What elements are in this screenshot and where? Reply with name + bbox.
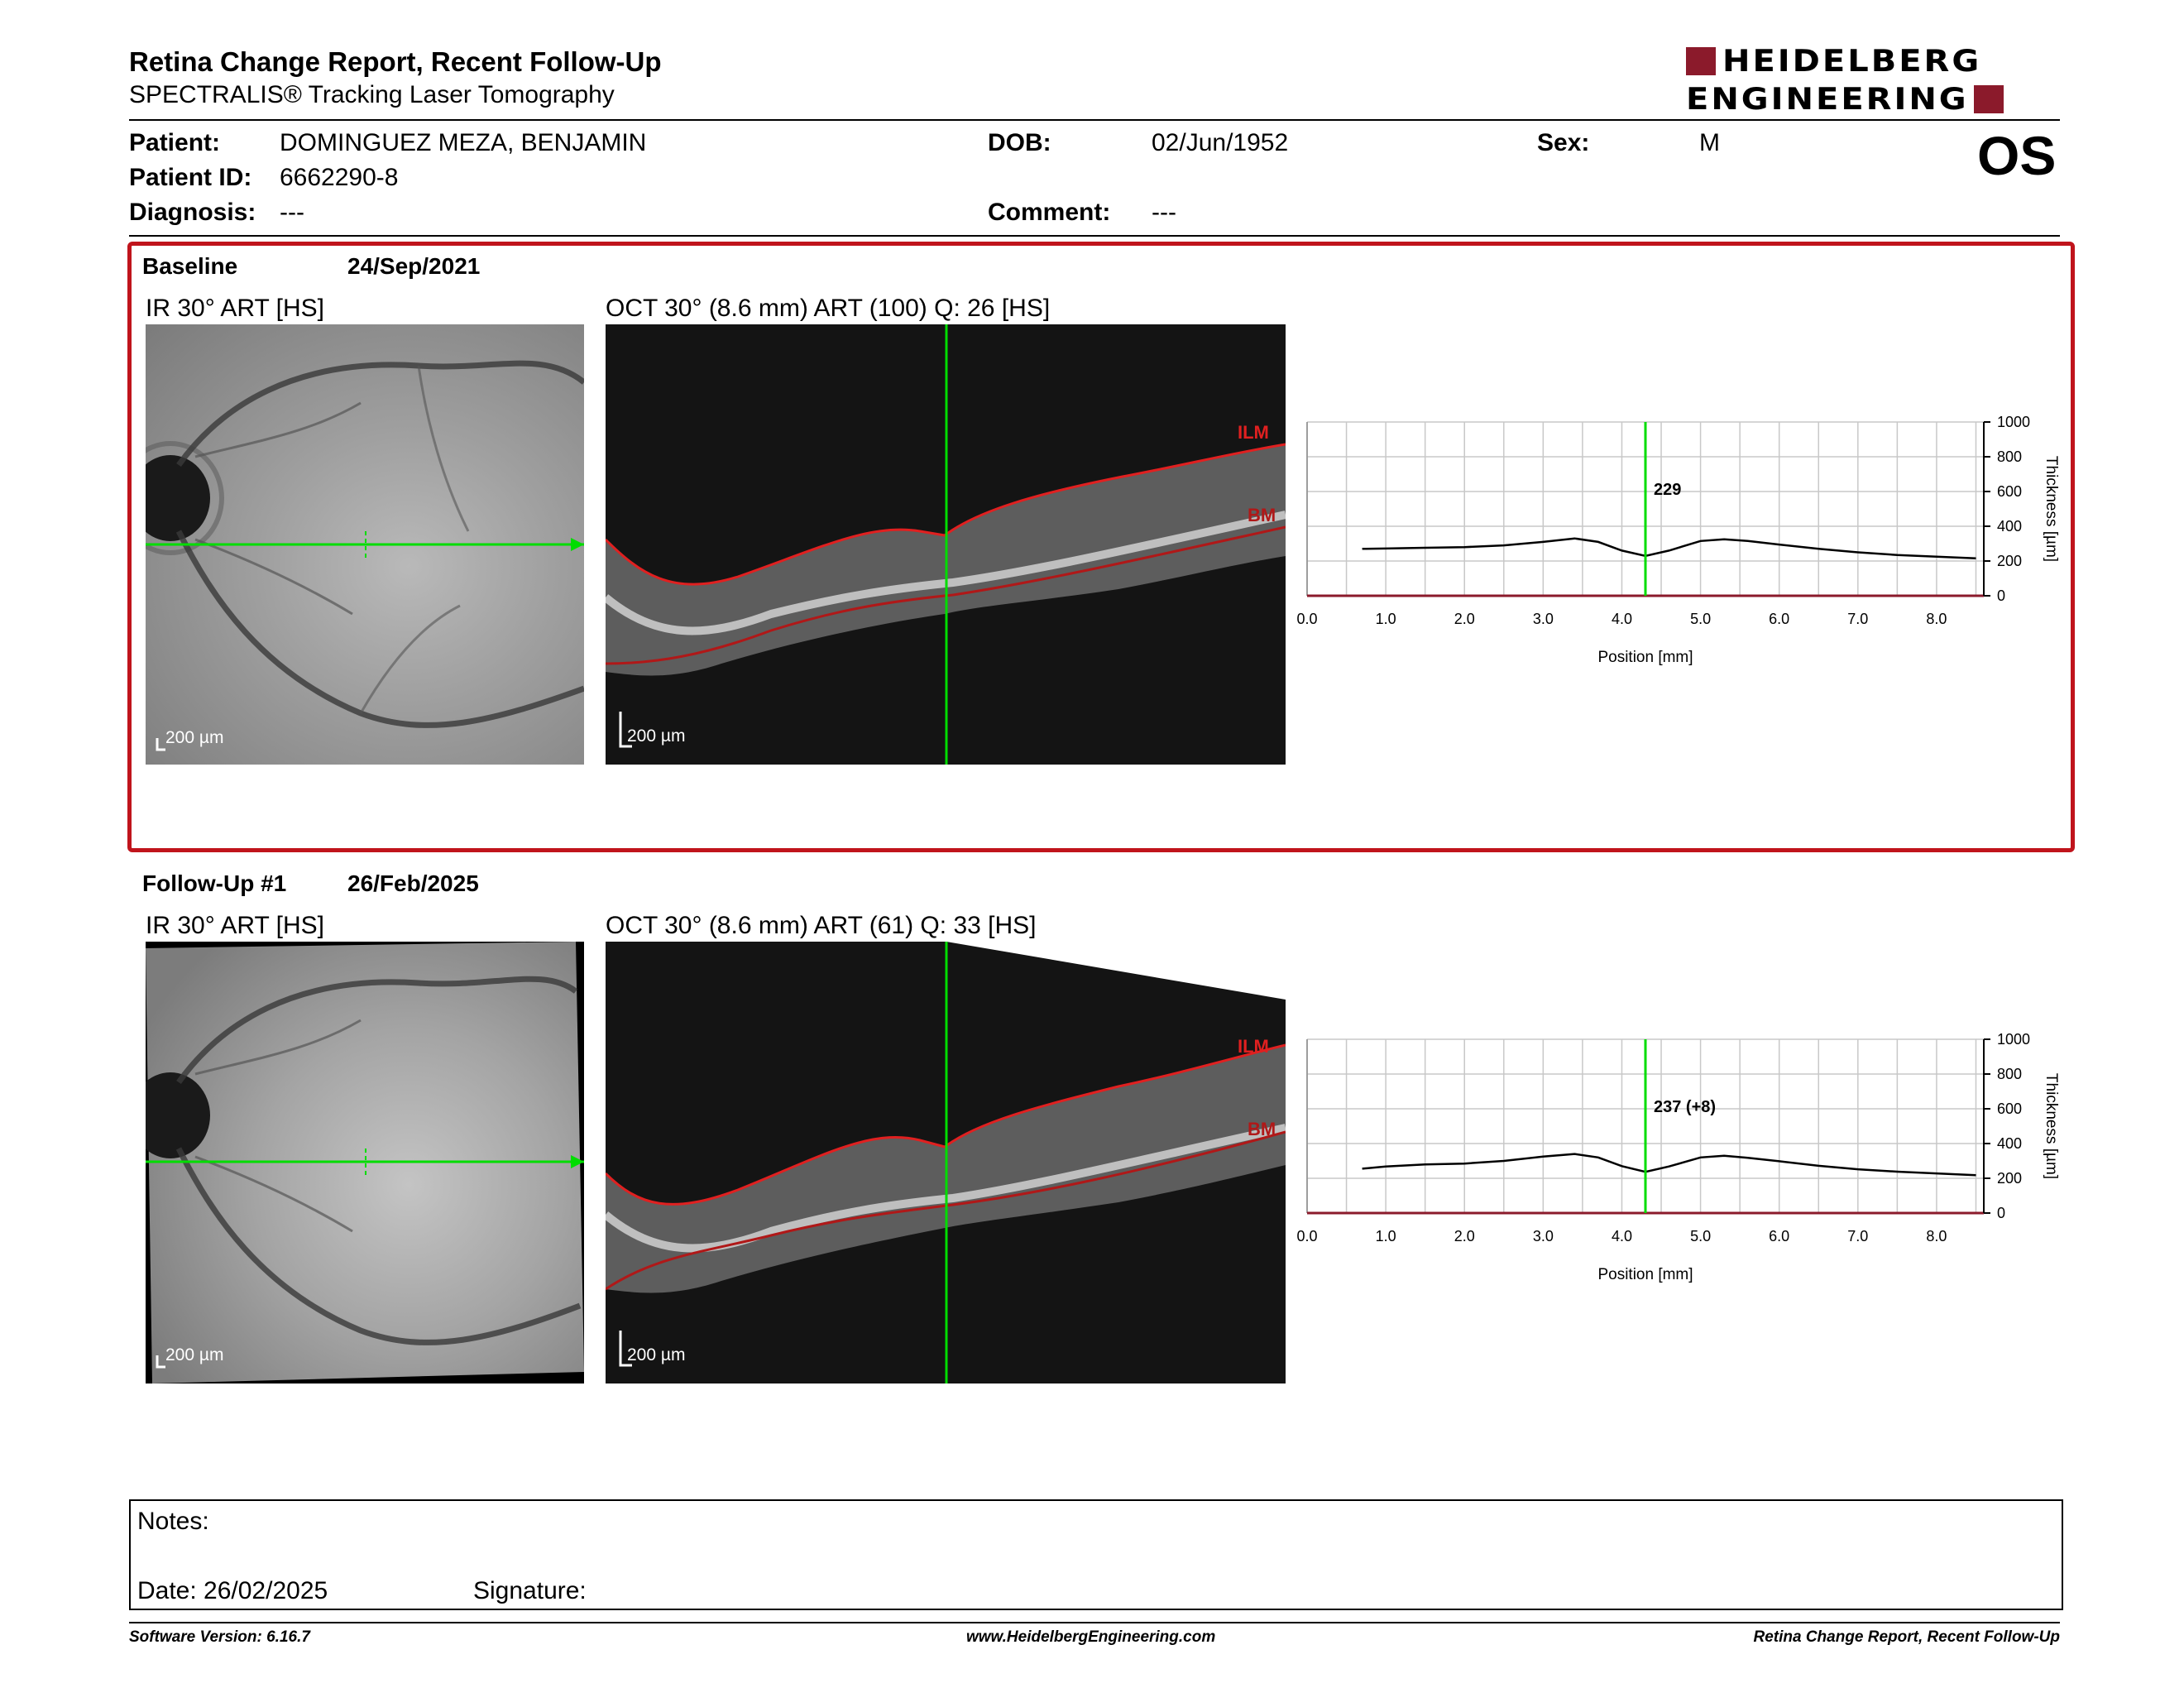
notes-label: Notes: [137, 1508, 209, 1535]
followup-oct-scale: 200 µm [627, 1345, 686, 1364]
x-axis-label: Position [mm] [1597, 1266, 1693, 1283]
logo-square-icon [1973, 85, 2004, 113]
followup-ilm-label: ILM [1238, 1036, 1269, 1057]
x-tick-label: 5.0 [1690, 1228, 1711, 1244]
logo-line-1: HEIDELBERG [1722, 43, 1982, 79]
patient-id: 6662290-8 [280, 164, 399, 191]
logo-line-2: ENGINEERING [1686, 81, 1969, 117]
followup-oct-label: OCT 30° (8.6 mm) ART (61) Q: 33 [HS] [606, 912, 1037, 939]
sex-label: Sex: [1537, 129, 1590, 156]
footer-report-name: Retina Change Report, Recent Follow-Up [1753, 1628, 2060, 1646]
baseline-ir-fundus-image: 200 µm [146, 324, 584, 765]
followup-thickness-chart: 0 200 400 600 800 1000 0.0 1.0 2.0 3.0 4.0 5.0 6.0 7.… [1296, 1031, 2060, 1283]
dob-label: DOB: [988, 129, 1051, 156]
y-tick-label: 200 [1997, 553, 2022, 569]
heidelberg-logo: HEIDELBERG ENGINEERING [1686, 45, 2068, 117]
followup-label: Follow-Up #1 [142, 870, 287, 896]
website-link[interactable]: www.HeidelbergEngineering.com [966, 1628, 1216, 1646]
thickness-series-line [1362, 1153, 1976, 1177]
y-tick-label: 600 [1997, 1101, 2022, 1117]
dob-value: 02/Jun/1952 [1152, 129, 1289, 156]
software-version: Software Version: 6.16.7 [129, 1628, 310, 1646]
patient-name: DOMINGUEZ MEZA, BENJAMIN [280, 129, 647, 156]
report-title: Retina Change Report, Recent Follow-Up [129, 46, 662, 77]
baseline-bm-label: BM [1248, 505, 1276, 525]
baseline-date: 24/Sep/2021 [347, 253, 481, 279]
sex-value: M [1699, 129, 1720, 156]
x-tick-label: 7.0 [1847, 611, 1868, 627]
x-tick-label: 4.0 [1612, 1228, 1632, 1244]
patient-id-label: Patient ID: [129, 164, 252, 191]
x-tick-label: 2.0 [1454, 1228, 1475, 1244]
notes-date: Date: 26/02/2025 [137, 1577, 328, 1604]
thickness-series-line [1362, 537, 1976, 560]
followup-date: 26/Feb/2025 [347, 870, 479, 896]
cursor-value-label: 229 [1654, 481, 1681, 499]
y-tick-label: 0 [1997, 1205, 2005, 1221]
x-tick-label: 4.0 [1612, 611, 1632, 627]
followup-ir-fundus-image: 200 µm [146, 942, 584, 1383]
baseline-ilm-label: ILM [1238, 422, 1269, 443]
patient-label: Patient: [129, 129, 221, 156]
y-axis-label: Thickness [µm] [2043, 456, 2060, 562]
baseline-panel [127, 242, 2075, 852]
y-tick-label: 400 [1997, 1135, 2022, 1152]
followup-ir-scale: 200 µm [165, 1345, 224, 1364]
x-tick-label: 1.0 [1376, 1228, 1396, 1244]
eye-indicator: OS [1977, 125, 2057, 186]
baseline-oct-label: OCT 30° (8.6 mm) ART (100) Q: 26 [HS] [606, 295, 1051, 322]
y-tick-label: 1000 [1997, 414, 2030, 430]
footer-divider [129, 1622, 2060, 1623]
baseline-ir-label: IR 30° ART [HS] [146, 295, 324, 322]
x-tick-label: 8.0 [1926, 611, 1947, 627]
baseline-ir-scale: 200 µm [165, 728, 224, 747]
comment-value: --- [1152, 199, 1176, 226]
cursor-value-label: 237 (+8) [1654, 1098, 1716, 1116]
diagnosis-value: --- [280, 199, 304, 226]
x-tick-label: 8.0 [1926, 1228, 1947, 1244]
diagnosis-label: Diagnosis: [129, 199, 256, 226]
y-tick-label: 800 [1997, 1066, 2022, 1082]
x-tick-label: 0.0 [1296, 611, 1317, 627]
x-tick-label: 6.0 [1769, 1228, 1789, 1244]
signature-label: Signature: [473, 1577, 587, 1604]
followup-oct-bscan-image: ILM BM 200 µm [606, 942, 1286, 1383]
x-axis-label: Position [mm] [1597, 649, 1693, 666]
baseline-thickness-chart: 0 200 400 600 800 1000 0.0 1.0 2.0 3.0 4.0 5.0 6.0 7.… [1296, 414, 2060, 666]
y-tick-label: 800 [1997, 448, 2022, 465]
info-divider [129, 235, 2060, 237]
followup-ir-label: IR 30° ART [HS] [146, 912, 324, 939]
x-tick-label: 6.0 [1769, 611, 1789, 627]
baseline-oct-bscan-image: ILM BM 200 µm [606, 324, 1286, 765]
y-tick-label: 1000 [1997, 1031, 2030, 1048]
y-axis-label: Thickness [µm] [2043, 1073, 2060, 1179]
baseline-oct-scale: 200 µm [627, 727, 686, 746]
y-tick-label: 400 [1997, 518, 2022, 535]
logo-square-icon [1686, 47, 1716, 75]
report-subtitle: SPECTRALIS® Tracking Laser Tomography [129, 81, 615, 108]
baseline-label: Baseline [142, 253, 238, 279]
x-tick-label: 3.0 [1533, 1228, 1554, 1244]
x-tick-label: 5.0 [1690, 611, 1711, 627]
y-tick-label: 200 [1997, 1170, 2022, 1187]
header-divider [129, 119, 2060, 121]
x-tick-label: 7.0 [1847, 1228, 1868, 1244]
followup-bm-label: BM [1248, 1119, 1276, 1139]
x-tick-label: 1.0 [1376, 611, 1396, 627]
y-tick-label: 600 [1997, 483, 2022, 500]
x-tick-label: 3.0 [1533, 611, 1554, 627]
notes-box[interactable]: Notes: Date: 26/02/2025 Signature: [129, 1499, 2063, 1610]
x-tick-label: 0.0 [1296, 1228, 1317, 1244]
comment-label: Comment: [988, 199, 1111, 226]
x-tick-label: 2.0 [1454, 611, 1475, 627]
y-tick-label: 0 [1997, 587, 2005, 604]
